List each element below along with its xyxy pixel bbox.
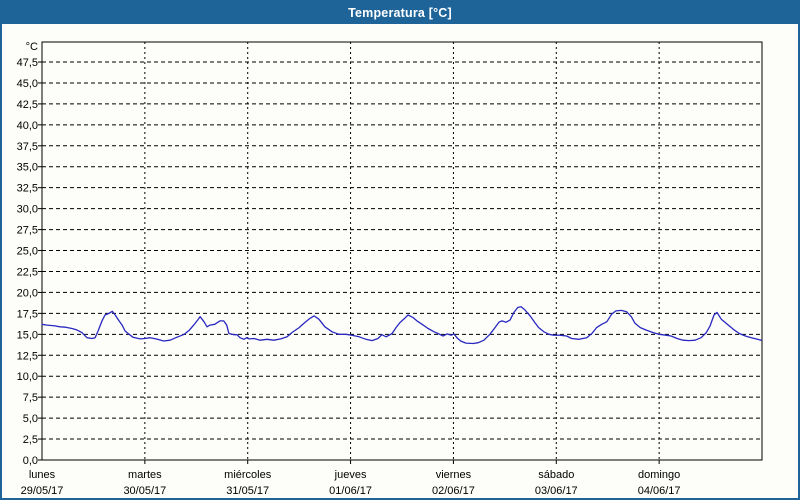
y-tick-label: 47,5 bbox=[17, 57, 38, 69]
day-date-label: 04/06/17 bbox=[638, 485, 681, 497]
y-tick-label: 35,0 bbox=[17, 162, 38, 174]
temperature-series-line bbox=[41, 306, 762, 345]
day-name-label: martes bbox=[128, 469, 162, 481]
window-title: Temperatura [°C] bbox=[348, 6, 452, 20]
day-name-label: viernes bbox=[436, 469, 472, 481]
y-axis-unit-label: °C bbox=[26, 41, 38, 53]
y-tick-label: 7,5 bbox=[23, 392, 38, 404]
y-tick-label: 37,5 bbox=[17, 141, 38, 153]
day-name-label: jueves bbox=[334, 469, 367, 481]
y-tick-label: 27,5 bbox=[17, 225, 38, 237]
y-tick-label: 25,0 bbox=[17, 246, 38, 258]
y-tick-label: 2,5 bbox=[23, 434, 38, 446]
day-date-label: 02/06/17 bbox=[432, 485, 475, 497]
y-tick-label: 20,0 bbox=[17, 287, 38, 299]
y-tick-label: 45,0 bbox=[17, 78, 38, 90]
y-tick-label: 17,5 bbox=[17, 308, 38, 320]
plot-frame bbox=[41, 41, 763, 461]
day-date-label: 30/05/17 bbox=[123, 485, 166, 497]
y-tick-label: 15,0 bbox=[17, 329, 38, 341]
day-name-label: lunes bbox=[29, 469, 56, 481]
day-name-label: domingo bbox=[638, 469, 680, 481]
y-tick-label: 12,5 bbox=[17, 350, 38, 362]
day-date-label: 01/06/17 bbox=[329, 485, 372, 497]
y-tick-label: 42,5 bbox=[17, 99, 38, 111]
day-date-label: 03/06/17 bbox=[535, 485, 578, 497]
day-name-label: miércoles bbox=[224, 469, 272, 481]
y-tick-label: 10,0 bbox=[17, 371, 38, 383]
y-tick-label: 0,0 bbox=[23, 455, 38, 467]
y-tick-label: 22,5 bbox=[17, 266, 38, 278]
y-tick-label: 40,0 bbox=[17, 120, 38, 132]
day-date-label: 31/05/17 bbox=[226, 485, 269, 497]
day-date-label: 29/05/17 bbox=[21, 485, 64, 497]
y-tick-label: 30,0 bbox=[17, 204, 38, 216]
y-tick-label: 32,5 bbox=[17, 183, 38, 195]
title-bar: Temperatura [°C] bbox=[2, 2, 798, 24]
y-tick-label: 5,0 bbox=[23, 413, 38, 425]
day-name-label: sábado bbox=[538, 469, 574, 481]
